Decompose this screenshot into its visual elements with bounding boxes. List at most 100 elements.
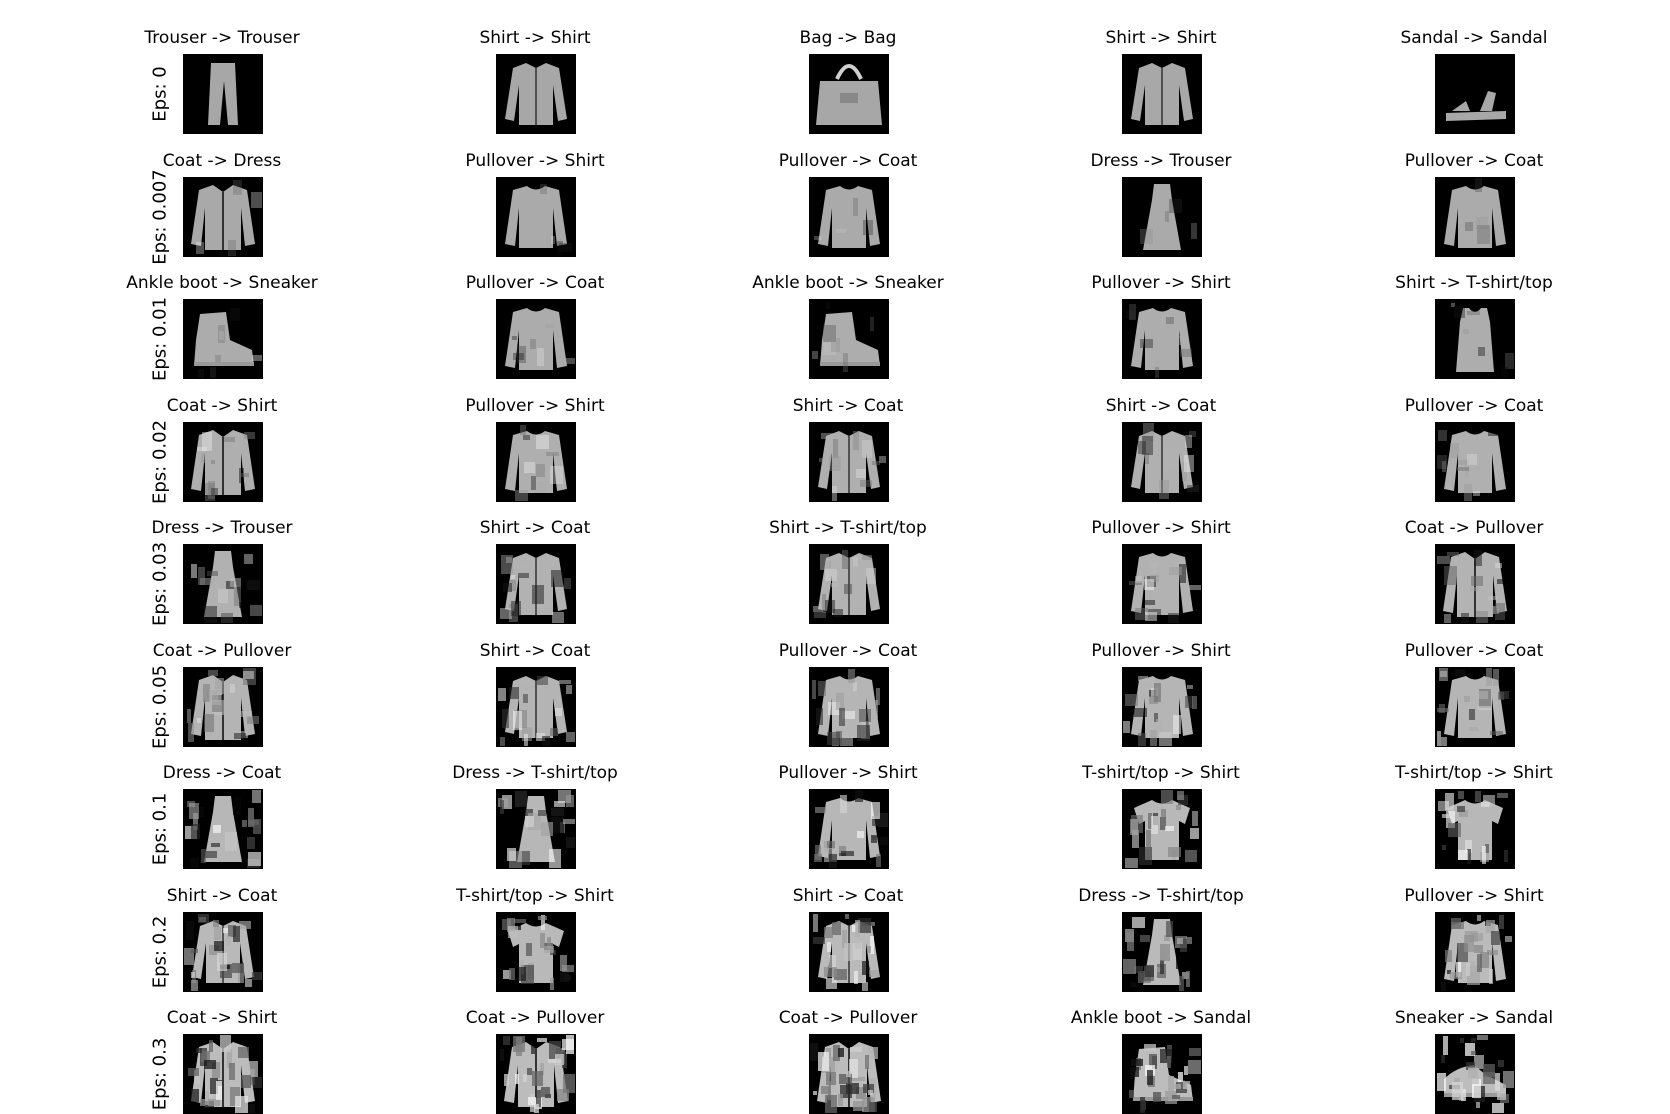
coat-icon xyxy=(183,666,263,747)
pullover-icon xyxy=(809,789,889,869)
example-cell: Coat -> Shirt xyxy=(72,380,372,502)
dress-icon xyxy=(1122,911,1202,992)
prediction-title: Shirt -> Coat xyxy=(792,885,904,906)
dress-icon xyxy=(183,544,263,624)
prediction-title: Sneaker -> Sandal xyxy=(1394,1008,1554,1028)
example-cell: Coat -> Shirt xyxy=(72,992,372,1114)
bag-icon xyxy=(809,54,889,134)
pullover-icon xyxy=(1435,911,1515,992)
prediction-title: Trouser -> Trouser xyxy=(144,28,300,48)
pullover-icon xyxy=(1435,176,1515,257)
prediction-title: Pullover -> Shirt xyxy=(465,395,605,416)
example-cell: Shirt -> Shirt xyxy=(1011,12,1311,134)
example-cell: Coat -> Dress xyxy=(72,135,372,257)
example-cell: Pullover -> Coat xyxy=(698,135,998,257)
prediction-title: T-shirt/top -> Shirt xyxy=(1395,763,1553,783)
shirt-icon xyxy=(496,666,576,747)
example-cell: Shirt -> Coat xyxy=(385,502,685,624)
example-cell: T-shirt/top -> Shirt xyxy=(1324,747,1624,869)
example-cell: T-shirt/top -> Shirt xyxy=(1011,747,1311,869)
prediction-title: Dress -> T-shirt/top xyxy=(1078,885,1244,906)
prediction-title: Pullover -> Coat xyxy=(465,273,605,293)
prediction-title: Pullover -> Coat xyxy=(1404,150,1544,171)
tank-top-icon xyxy=(1435,299,1515,379)
shirt-icon xyxy=(496,54,576,134)
example-cell: Shirt -> Shirt xyxy=(385,12,685,134)
t-shirt-icon xyxy=(1122,789,1202,869)
prediction-title: Sandal -> Sandal xyxy=(1400,28,1548,48)
example-cell: Dress -> Coat xyxy=(72,747,372,869)
coat-icon xyxy=(183,421,263,502)
prediction-title: Coat -> Shirt xyxy=(166,395,278,416)
example-cell: Coat -> Pullover xyxy=(385,992,685,1114)
example-cell: Coat -> Pullover xyxy=(1324,502,1624,624)
pullover-icon xyxy=(496,176,576,257)
shirt-icon xyxy=(809,911,889,992)
pullover-icon xyxy=(1122,666,1202,747)
pullover-icon xyxy=(809,176,889,257)
pullover-icon xyxy=(1122,544,1202,624)
example-cell: Shirt -> Coat xyxy=(385,625,685,747)
coat-icon xyxy=(496,1034,576,1114)
example-cell: Pullover -> Shirt xyxy=(698,747,998,869)
prediction-title: Pullover -> Coat xyxy=(778,640,918,661)
dress-icon xyxy=(1122,176,1202,257)
prediction-title: Coat -> Pullover xyxy=(1404,518,1544,538)
prediction-title: T-shirt/top -> Shirt xyxy=(456,885,614,906)
prediction-title: Shirt -> Coat xyxy=(792,395,904,416)
example-cell: Pullover -> Coat xyxy=(1324,380,1624,502)
example-cell: Sandal -> Sandal xyxy=(1324,12,1624,134)
example-cell: Ankle boot -> Sneaker xyxy=(72,257,372,379)
example-cell: Dress -> Trouser xyxy=(72,502,372,624)
example-cell: Pullover -> Coat xyxy=(1324,625,1624,747)
ankle-boot-icon xyxy=(1122,1034,1202,1114)
example-cell: T-shirt/top -> Shirt xyxy=(385,870,685,992)
shirt-icon xyxy=(809,544,889,624)
pullover-icon xyxy=(1435,666,1515,747)
prediction-title: Shirt -> Coat xyxy=(1105,395,1217,416)
example-cell: Pullover -> Shirt xyxy=(1011,257,1311,379)
example-cell: Ankle boot -> Sandal xyxy=(1011,992,1311,1114)
shirt-icon xyxy=(809,421,889,502)
pullover-icon xyxy=(809,666,889,747)
prediction-title: Shirt -> Shirt xyxy=(1105,28,1217,48)
prediction-title: Pullover -> Coat xyxy=(778,150,918,171)
prediction-title: Shirt -> T-shirt/top xyxy=(1395,273,1553,293)
example-cell: Shirt -> T-shirt/top xyxy=(1324,257,1624,379)
prediction-title: Pullover -> Shirt xyxy=(1091,640,1231,661)
example-cell: Shirt -> Coat xyxy=(72,870,372,992)
t-shirt-icon xyxy=(496,911,576,992)
shirt-icon xyxy=(496,544,576,624)
prediction-title: Coat -> Pullover xyxy=(152,640,292,661)
ankle-boot-icon xyxy=(809,299,889,379)
sneaker-icon xyxy=(1435,1034,1515,1114)
example-cell: Coat -> Pullover xyxy=(698,992,998,1114)
ankle-boot-icon xyxy=(183,299,263,379)
example-cell: Trouser -> Trouser xyxy=(72,12,372,134)
coat-icon xyxy=(183,1034,263,1114)
example-cell: Bag -> Bag xyxy=(698,12,998,134)
example-cell: Shirt -> Coat xyxy=(698,870,998,992)
prediction-title: Pullover -> Shirt xyxy=(778,763,918,783)
example-cell: Dress -> T-shirt/top xyxy=(1011,870,1311,992)
prediction-title: Dress -> Trouser xyxy=(1090,150,1232,171)
example-cell: Ankle boot -> Sneaker xyxy=(698,257,998,379)
pullover-icon xyxy=(496,421,576,502)
example-cell: Pullover -> Shirt xyxy=(1011,625,1311,747)
prediction-title: Pullover -> Coat xyxy=(1404,395,1544,416)
t-shirt-icon xyxy=(1435,789,1515,869)
example-cell: Pullover -> Shirt xyxy=(385,135,685,257)
example-cell: Sneaker -> Sandal xyxy=(1324,992,1624,1114)
prediction-title: Shirt -> Coat xyxy=(166,885,278,906)
example-cell: Pullover -> Coat xyxy=(698,625,998,747)
prediction-title: Shirt -> Shirt xyxy=(479,28,591,48)
prediction-title: Dress -> T-shirt/top xyxy=(452,763,618,783)
dress-icon xyxy=(183,789,263,869)
example-cell: Pullover -> Shirt xyxy=(1011,502,1311,624)
prediction-title: Ankle boot -> Sneaker xyxy=(126,273,318,293)
prediction-title: Pullover -> Shirt xyxy=(1091,518,1231,538)
example-cell: Pullover -> Coat xyxy=(385,257,685,379)
example-cell: Shirt -> T-shirt/top xyxy=(698,502,998,624)
trouser-icon xyxy=(183,54,263,134)
